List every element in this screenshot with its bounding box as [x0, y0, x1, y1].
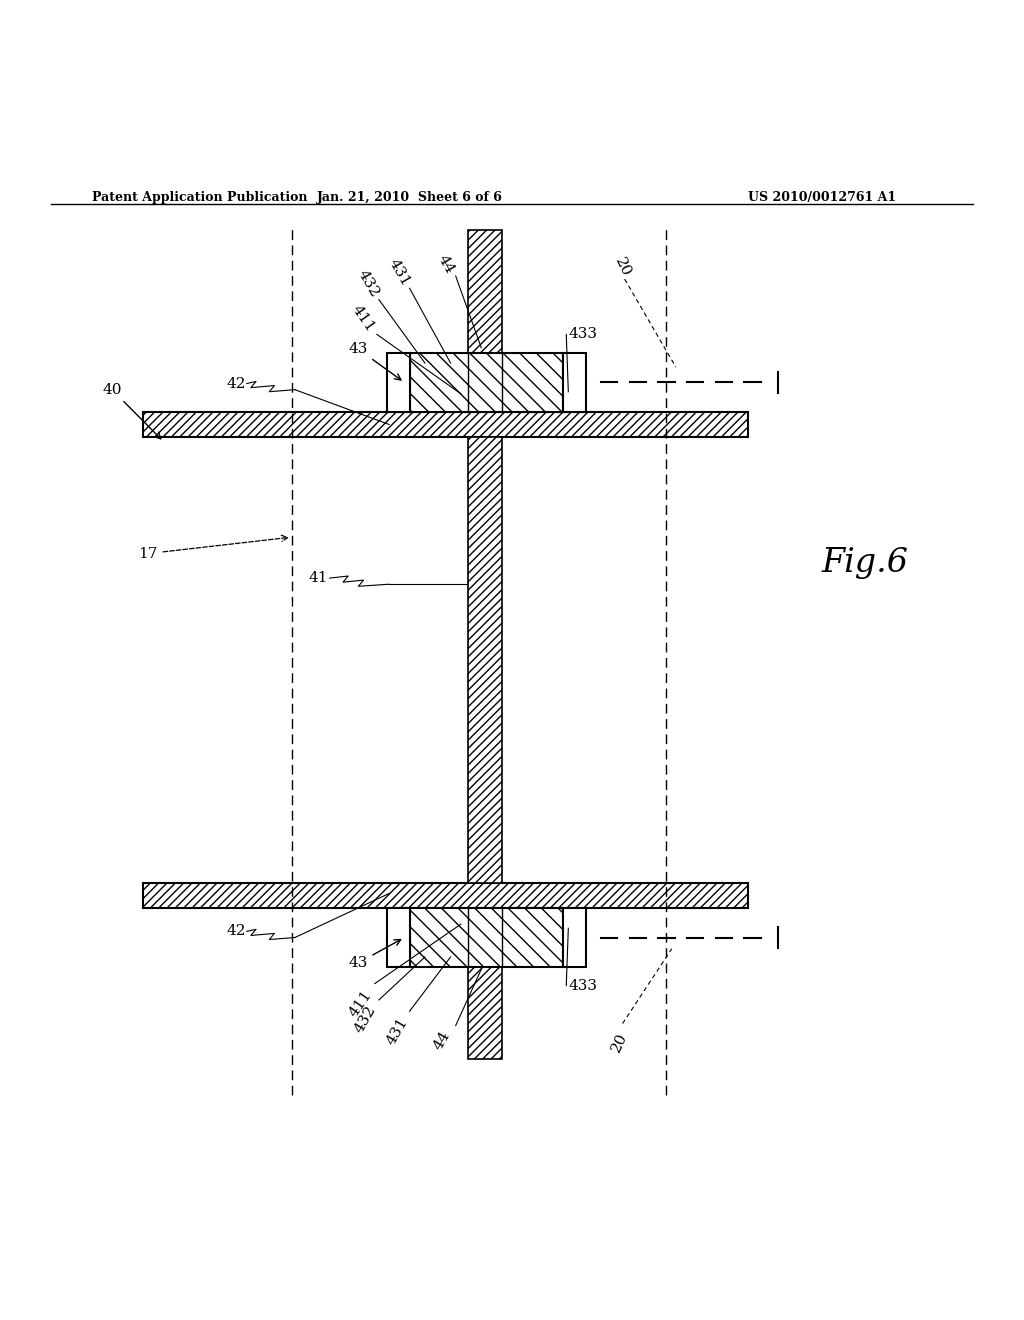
Bar — [468, 968, 502, 1060]
Bar — [143, 883, 748, 908]
Text: 431: 431 — [384, 1015, 411, 1048]
Text: Fig.6: Fig.6 — [822, 546, 908, 578]
Bar — [410, 908, 563, 968]
Bar — [387, 352, 410, 412]
Text: 44: 44 — [431, 1028, 454, 1052]
Text: 41: 41 — [308, 572, 328, 585]
Text: 42: 42 — [226, 924, 246, 939]
Text: Jan. 21, 2010  Sheet 6 of 6: Jan. 21, 2010 Sheet 6 of 6 — [316, 191, 503, 205]
Text: 20: 20 — [612, 256, 633, 279]
Bar — [468, 230, 502, 352]
Bar — [143, 412, 748, 437]
Text: 432: 432 — [355, 268, 382, 300]
Text: 411: 411 — [346, 987, 375, 1019]
Text: 433: 433 — [568, 327, 597, 342]
Bar — [468, 437, 502, 883]
Bar — [563, 908, 586, 968]
Text: 17: 17 — [138, 535, 288, 561]
Bar — [410, 352, 563, 412]
Text: Patent Application Publication: Patent Application Publication — [92, 191, 307, 205]
Text: 431: 431 — [386, 256, 413, 288]
Bar — [563, 352, 586, 412]
Text: US 2010/0012761 A1: US 2010/0012761 A1 — [748, 191, 896, 205]
Text: 42: 42 — [226, 376, 246, 391]
Text: 44: 44 — [434, 252, 457, 276]
Text: 40: 40 — [102, 383, 161, 438]
Text: 43: 43 — [348, 940, 400, 970]
Text: 43: 43 — [348, 342, 401, 380]
Bar — [387, 908, 410, 968]
Text: 432: 432 — [352, 1003, 379, 1035]
Text: 433: 433 — [568, 978, 597, 993]
Text: 411: 411 — [349, 302, 378, 334]
Text: 20: 20 — [609, 1031, 630, 1055]
